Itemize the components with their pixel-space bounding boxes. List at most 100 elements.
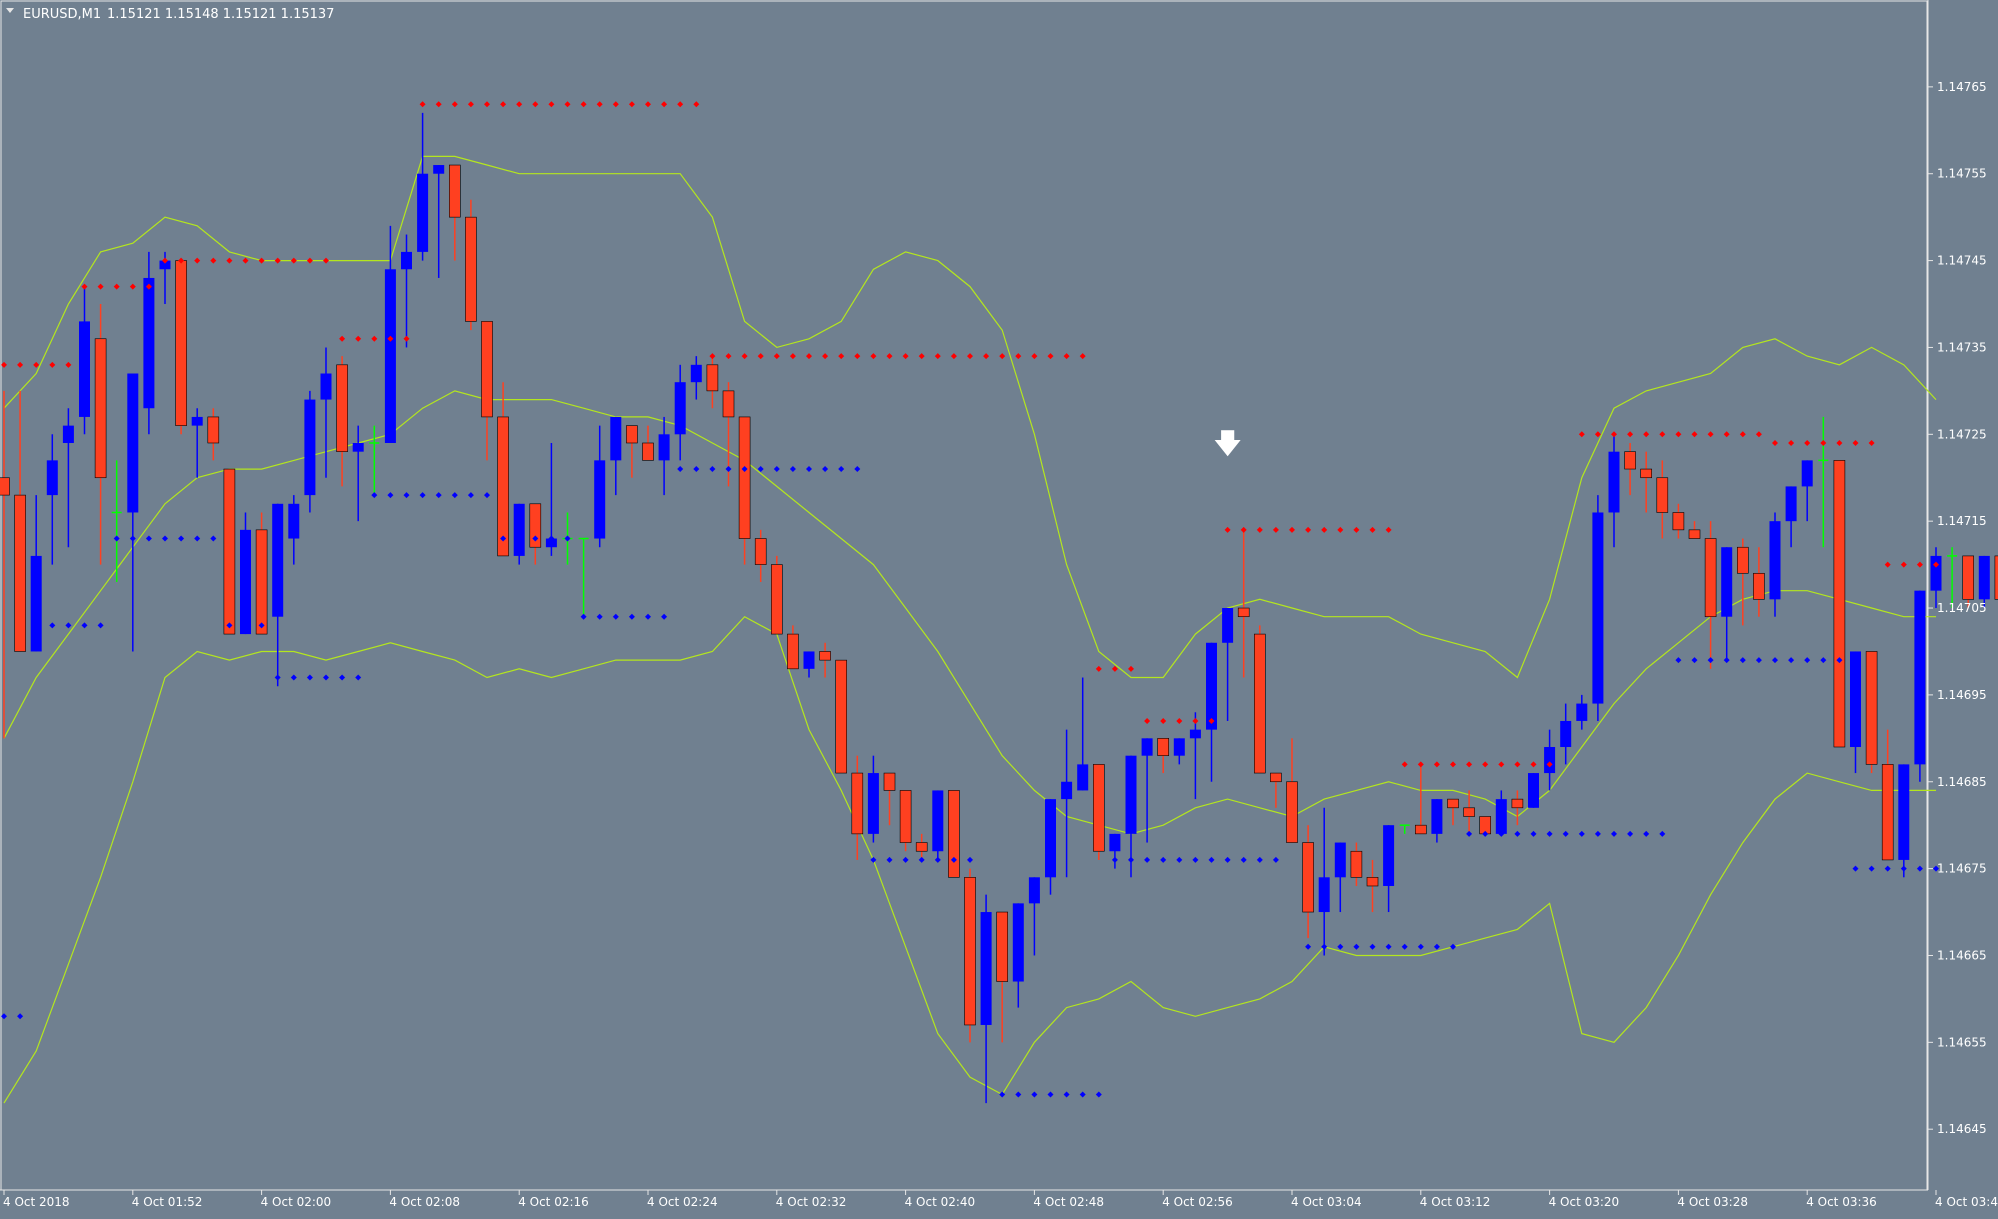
- support-dot: [693, 466, 700, 473]
- candle-body: [1302, 842, 1314, 913]
- support-dot: [113, 535, 120, 542]
- support-dot: [1031, 1091, 1038, 1098]
- support-dot: [1643, 830, 1650, 837]
- resistance-dot: [564, 101, 571, 108]
- resistance-dot: [484, 101, 490, 108]
- candle-body: [159, 260, 171, 270]
- collapse-triangle-icon[interactable]: [6, 8, 14, 13]
- candle-body: [1688, 529, 1701, 539]
- support-dot: [1836, 657, 1843, 664]
- candle-body: [1318, 877, 1330, 913]
- candle-body: [1930, 555, 1942, 591]
- support-dot: [934, 856, 941, 863]
- resistance-dot: [822, 353, 829, 360]
- support-dot: [1144, 856, 1151, 863]
- candle-body: [996, 911, 1009, 982]
- resistance-dot: [1337, 526, 1344, 533]
- candle-body: [787, 633, 799, 670]
- candle-body: [932, 790, 944, 852]
- support-dot: [1514, 830, 1521, 837]
- time-tick-label: 4 Oct 02:24: [647, 1195, 718, 1209]
- candle-body: [320, 373, 332, 400]
- resistance-dot: [1466, 761, 1473, 768]
- support-dot: [902, 856, 909, 863]
- candle-body: [1463, 807, 1475, 817]
- candle-body: [223, 468, 236, 635]
- support-dot: [178, 535, 185, 542]
- resistance-dot: [1015, 353, 1022, 360]
- support-dot: [1128, 856, 1134, 863]
- candle-body: [1109, 833, 1121, 852]
- candle-body: [1093, 764, 1105, 852]
- support-dot: [532, 535, 539, 542]
- candle-body: [1753, 572, 1765, 600]
- support-dot: [1691, 657, 1698, 664]
- support-dot: [258, 622, 265, 629]
- resistance-dot: [1321, 526, 1328, 533]
- candle-body: [240, 529, 251, 635]
- support-dot: [1611, 830, 1617, 837]
- resistance-dot: [467, 101, 474, 108]
- candle-body: [948, 790, 960, 878]
- resistance-dot: [355, 335, 362, 342]
- candle-body: [304, 399, 316, 496]
- chart-header: EURUSD,M1 1.15121 1.15148 1.15121 1.1513…: [6, 7, 334, 22]
- time-scale[interactable]: 4 Oct 2018 4 Oct 01:52 4 Oct 02:00 4 Oct 02…: [3, 1190, 1998, 1209]
- resistance-dot: [645, 101, 651, 108]
- resistance-dot: [1723, 431, 1730, 438]
- resistance-dot: [725, 353, 732, 360]
- support-dot: [1820, 657, 1827, 664]
- support-dot: [129, 535, 136, 542]
- support-dot: [451, 492, 458, 499]
- candle-body: [1994, 555, 1998, 600]
- resistance-dot: [532, 101, 539, 108]
- support-dot: [1353, 943, 1360, 950]
- candle-body: [706, 364, 719, 392]
- price-scale[interactable]: 1.14765 1.14755 1.14745 1.14735 1.14725 1.147…: [1928, 80, 1987, 1136]
- candle-body: [465, 216, 477, 322]
- candle-body: [1850, 651, 1861, 748]
- support-dot: [1707, 657, 1714, 664]
- support-dot: [1176, 856, 1183, 863]
- resistance-dot: [210, 257, 217, 264]
- support-dot: [645, 613, 651, 620]
- support-dot: [1337, 943, 1344, 950]
- resistance-dot: [1546, 761, 1553, 768]
- resistance-dot: [1820, 439, 1827, 446]
- resistance-dot: [1852, 439, 1859, 446]
- resistance-dot: [628, 101, 635, 108]
- candle-body: [883, 772, 896, 791]
- resistance-dot: [1450, 761, 1456, 768]
- symbol-label: EURUSD,M1: [23, 7, 101, 22]
- support-dot: [870, 856, 877, 863]
- resistance-dot: [1224, 526, 1231, 533]
- candle-body: [964, 876, 976, 1026]
- candle-body: [1640, 468, 1652, 479]
- support-dot: [709, 466, 716, 473]
- candle-body: [1383, 825, 1395, 886]
- support-dot: [773, 466, 780, 473]
- candle-body: [1045, 799, 1056, 878]
- support-dot: [323, 674, 329, 681]
- resistance-dot: [162, 257, 168, 264]
- candle-body: [722, 390, 735, 418]
- time-tick-label: 4 Oct 02:56: [1162, 1195, 1233, 1209]
- candle-body: [1366, 876, 1379, 887]
- price-tick-label: 1.14695: [1937, 688, 1987, 702]
- resistance-dot: [1788, 439, 1795, 446]
- candle-body: [384, 269, 396, 443]
- support-dot: [1015, 1091, 1022, 1098]
- candle-body: [1206, 642, 1217, 730]
- resistance-dot: [1176, 717, 1183, 724]
- support-dot: [1079, 1091, 1086, 1098]
- support-dot: [97, 622, 104, 629]
- resistance-dot: [242, 257, 249, 264]
- time-tick-label: 4 Oct 03:28: [1677, 1195, 1748, 1209]
- resistance-dot: [49, 361, 56, 368]
- candle-body: [513, 503, 525, 556]
- time-tick-label: 4 Oct 03:12: [1420, 1195, 1491, 1209]
- resistance-dot: [1675, 431, 1682, 438]
- support-dot: [355, 674, 362, 681]
